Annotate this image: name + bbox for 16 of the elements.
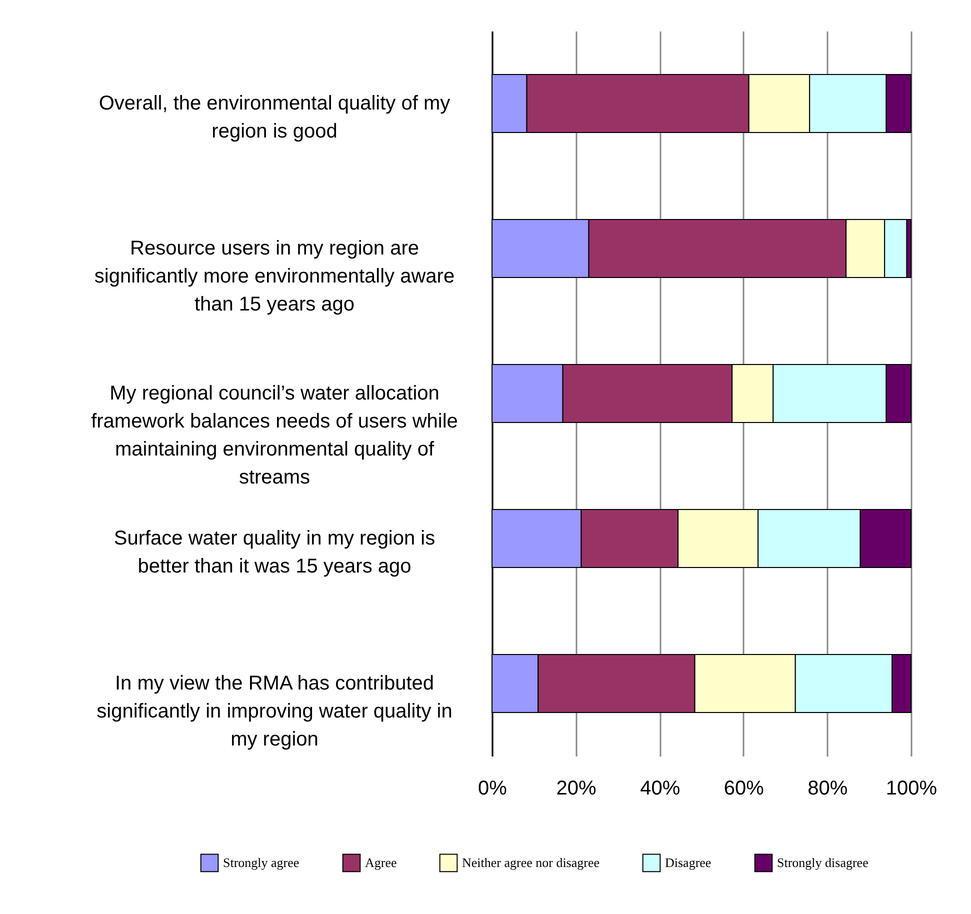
legend-label: Strongly disagree bbox=[777, 854, 869, 870]
x-tick-label: 60% bbox=[724, 778, 764, 800]
y-tick-label: My regional council’s water allocation framework balances needs of users while maintaining environmental quality of streams bbox=[91, 382, 458, 488]
x-tick-label: 40% bbox=[640, 778, 680, 800]
y-tick-label: Resource users in my region are significantly more environmentally aware than 15 years ago bbox=[94, 238, 455, 316]
x-tick-label: 80% bbox=[808, 778, 848, 800]
legend-label: Disagree bbox=[665, 854, 712, 870]
y-tick-label: Surface water quality in my region is better than it was 15 years ago bbox=[114, 528, 436, 578]
legend-label: Agree bbox=[365, 854, 397, 870]
y-tick-label: In my view the RMA has contributed significantly in improving water quality in my region bbox=[96, 672, 452, 750]
y-tick-label: Overall, the environmental quality of my region is good bbox=[98, 92, 450, 142]
x-tick-label: 100% bbox=[886, 778, 938, 800]
x-tick-label: 20% bbox=[556, 778, 597, 800]
legend-label: Strongly agree bbox=[223, 854, 300, 870]
x-tick-label: 0% bbox=[478, 778, 508, 800]
legend-label: Neither agree nor disagree bbox=[462, 854, 600, 870]
